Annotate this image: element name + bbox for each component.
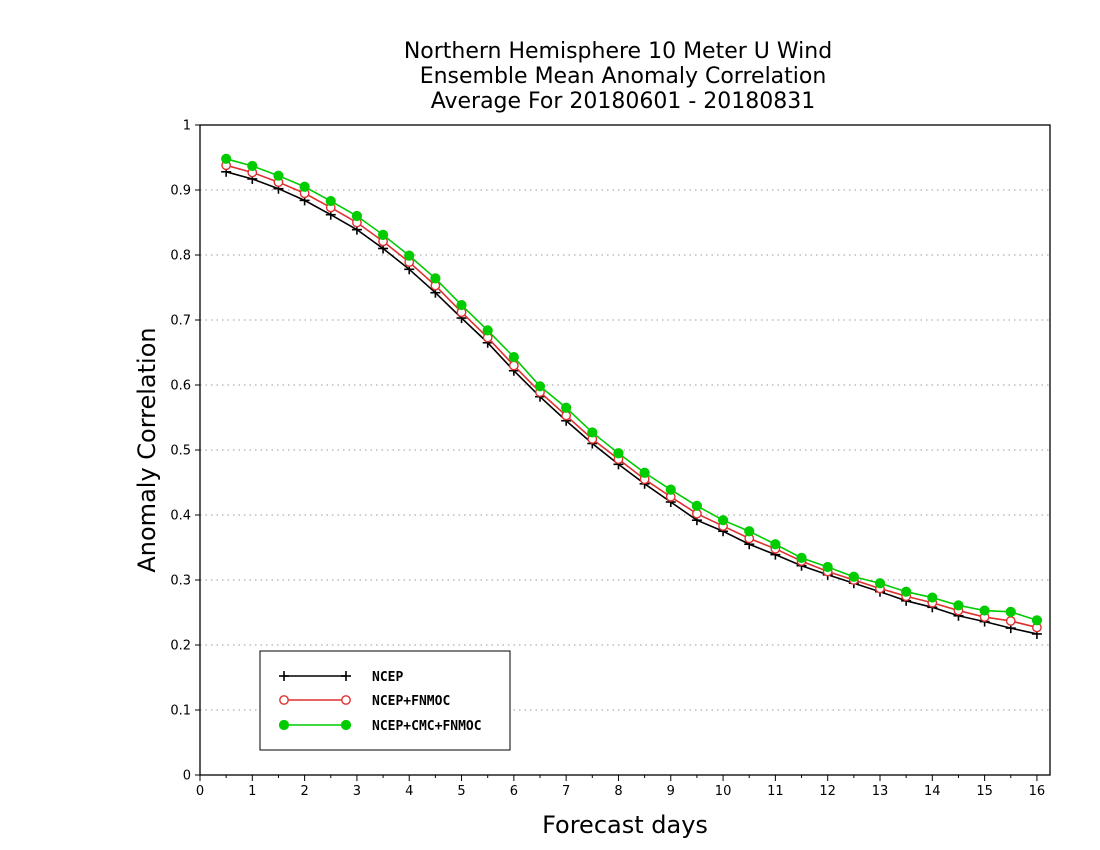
legend-marker-left-2 xyxy=(278,719,290,731)
series-2-point-26 xyxy=(901,586,912,597)
x-axis-label: Forecast days xyxy=(542,811,708,839)
y-tick-label-5: 0.5 xyxy=(170,444,191,459)
gridlines xyxy=(200,189,1050,711)
legend-marker-left-1 xyxy=(279,695,289,705)
y-axis-label: Anomaly Correlation xyxy=(133,327,161,572)
series-2-point-15 xyxy=(613,448,624,459)
series-2-point-0 xyxy=(221,153,232,164)
y-tick-label-2: 0.2 xyxy=(170,639,191,654)
series-2-point-28 xyxy=(953,600,964,611)
series-2-point-2 xyxy=(273,170,284,181)
x-tick-label-6: 6 xyxy=(510,784,518,799)
x-tick-label-7: 7 xyxy=(562,784,570,799)
chart-title: Northern Hemisphere 10 Meter U Wind Ense… xyxy=(404,39,832,114)
x-tick-label-12: 12 xyxy=(819,784,836,799)
x-tick-label-8: 8 xyxy=(614,784,622,799)
x-tick-label-1: 1 xyxy=(248,784,256,799)
series-2-point-29 xyxy=(979,605,990,616)
x-tick-label-2: 2 xyxy=(300,784,308,799)
series-2-point-16 xyxy=(639,467,650,478)
x-tick-label-14: 14 xyxy=(924,784,941,799)
series-2-point-9 xyxy=(456,299,467,311)
title-line-1: Northern Hemisphere 10 Meter U Wind xyxy=(404,39,832,64)
series-1-point-11 xyxy=(508,360,519,371)
x-tick-label-0: 0 xyxy=(196,784,204,799)
series-2-point-20 xyxy=(744,526,755,537)
series-2-point-27 xyxy=(927,592,938,603)
legend-marker-left-0 xyxy=(279,671,289,681)
series-2-point-5 xyxy=(351,210,363,222)
y-tick-label-0: 0 xyxy=(183,769,191,784)
series-2-point-14 xyxy=(587,427,598,438)
series-2-point-3 xyxy=(299,181,310,192)
y-tick-label-9: 0.9 xyxy=(170,184,191,199)
legend-marker-right-2 xyxy=(340,719,352,731)
legend-symbols xyxy=(278,671,352,731)
legend-box xyxy=(259,650,511,751)
series-line-0 xyxy=(225,171,1038,635)
x-tick-label-16: 16 xyxy=(1029,784,1046,799)
series-2-point-12 xyxy=(534,381,546,392)
series-2-point-10 xyxy=(482,325,493,336)
series-group xyxy=(221,153,1043,639)
series-line-1 xyxy=(225,164,1038,629)
x-tick-label-11: 11 xyxy=(767,784,784,799)
x-tick-label-13: 13 xyxy=(872,784,889,799)
series-2-point-1 xyxy=(247,160,258,172)
series-2-point-4 xyxy=(325,195,336,207)
series-2-point-17 xyxy=(665,484,676,495)
title-line-2: Ensemble Mean Anomaly Correlation xyxy=(420,64,827,89)
y-tick-label-4: 0.4 xyxy=(170,509,191,524)
y-tick-label-1: 0.1 xyxy=(170,704,191,719)
series-2-point-30 xyxy=(1005,606,1016,617)
x-tick-label-9: 9 xyxy=(667,784,675,799)
series-2-point-24 xyxy=(848,571,859,582)
series-2-point-13 xyxy=(561,402,572,413)
title-line-3: Average For 20180601 - 20180831 xyxy=(431,89,816,114)
series-2-point-22 xyxy=(796,552,807,564)
series-2-point-11 xyxy=(508,351,519,363)
x-tick-label-4: 4 xyxy=(405,784,413,799)
series-1-point-30 xyxy=(1005,616,1016,626)
legend-label-ncep-fnmoc: NCEP+FNMOC xyxy=(372,694,450,709)
series-2-point-25 xyxy=(874,578,886,589)
series-2-point-18 xyxy=(691,500,703,511)
legend: NCEP NCEP+FNMOC NCEP+CMC+FNMOC xyxy=(259,650,511,751)
y-tick-label-6: 0.6 xyxy=(170,379,191,394)
series-2-point-7 xyxy=(404,250,415,261)
series-2-point-8 xyxy=(430,273,441,284)
series-0 xyxy=(221,166,1042,639)
series-line-2 xyxy=(225,158,1038,622)
y-axis-ticks: 0 0.1 0.2 0.3 0.4 0.5 0.6 0.7 0.8 0.9 1 xyxy=(170,119,200,784)
series-2-point-6 xyxy=(377,229,389,240)
y-tick-label-8: 0.8 xyxy=(170,249,191,264)
plot-frame xyxy=(199,124,1051,776)
series-2-point-19 xyxy=(717,515,729,526)
x-tick-label-5: 5 xyxy=(457,784,465,799)
series-2-point-21 xyxy=(770,539,781,550)
series-2-point-23 xyxy=(822,561,833,573)
y-tick-label-10: 1 xyxy=(183,119,191,134)
y-tick-label-7: 0.7 xyxy=(170,314,191,329)
x-axis-ticks: 0 1 2 3 4 5 6 7 8 9 10 11 12 13 14 15 16 xyxy=(196,775,1045,799)
series-1 xyxy=(221,160,1042,633)
legend-label-ncep: NCEP xyxy=(372,670,403,685)
series-2-point-31 xyxy=(1031,615,1043,626)
x-tick-label-3: 3 xyxy=(353,784,361,799)
y-tick-label-3: 0.3 xyxy=(170,574,191,589)
legend-marker-right-0 xyxy=(341,671,351,681)
legend-label-ncep-cmc-fnmoc: NCEP+CMC+FNMOC xyxy=(372,719,482,734)
x-tick-label-15: 15 xyxy=(976,784,993,799)
legend-marker-right-1 xyxy=(341,695,351,705)
series-2 xyxy=(221,153,1043,626)
x-tick-label-10: 10 xyxy=(715,784,732,799)
